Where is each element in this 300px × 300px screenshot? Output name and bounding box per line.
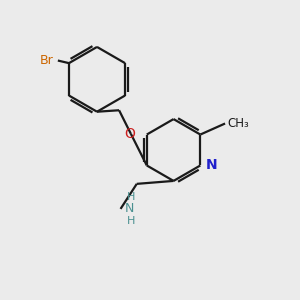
Text: N: N [125,202,134,215]
Text: CH₃: CH₃ [227,117,249,130]
Text: O: O [124,127,135,141]
Text: H: H [127,216,135,226]
Text: Br: Br [40,54,54,67]
Text: H: H [127,191,135,202]
Text: N: N [206,158,217,172]
